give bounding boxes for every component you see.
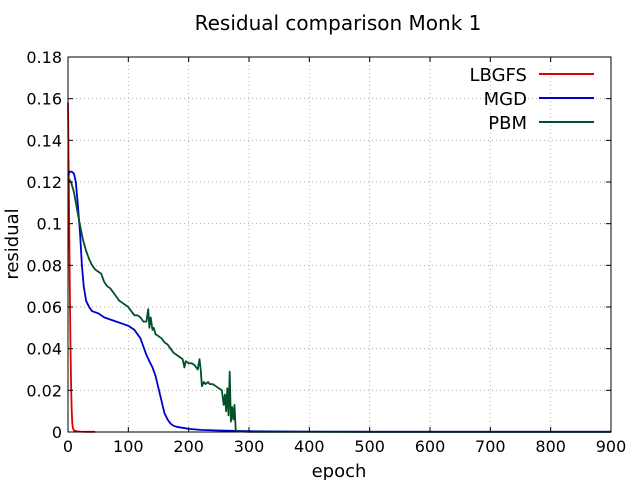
y-tick-label: 0.12 [26, 173, 62, 192]
y-tick-label: 0.02 [26, 381, 62, 400]
x-tick-label: 500 [354, 437, 385, 456]
y-tick-label: 0.08 [26, 256, 62, 275]
ticks: 0 100 200 300 400 500 600 700 800 900 0 0.02 0.04 0.0… [26, 48, 626, 456]
series-lines [67, 102, 611, 433]
y-tick-label: 0.06 [26, 298, 62, 317]
x-tick-label: 200 [173, 437, 204, 456]
y-tick-label: 0.16 [26, 90, 62, 109]
y-tick-label: 0.1 [37, 215, 62, 234]
chart-title: Residual comparison Monk 1 [195, 11, 482, 35]
x-tick-label: 700 [475, 437, 506, 456]
legend: LBGFS MGD PBM [470, 65, 594, 134]
y-axis-label: residual [2, 208, 23, 279]
legend-label: PBM [488, 113, 527, 134]
x-tick-label: 400 [294, 437, 325, 456]
x-tick-label: 100 [113, 437, 144, 456]
x-tick-label: 900 [596, 437, 627, 456]
series-line-mgd [67, 170, 611, 433]
x-tick-label: 0 [63, 437, 73, 456]
legend-label: MGD [484, 89, 527, 110]
legend-label: LBGFS [470, 65, 527, 86]
x-tick-label: 800 [535, 437, 566, 456]
x-tick-label: 300 [234, 437, 265, 456]
plot-frame [67, 56, 612, 433]
x-axis-label: epoch [312, 461, 367, 480]
grid [68, 57, 611, 432]
y-tick-label: 0.04 [26, 340, 62, 359]
x-tick-label: 600 [415, 437, 446, 456]
y-tick-label: 0.14 [26, 131, 62, 150]
y-tick-label: 0.18 [26, 48, 62, 67]
y-tick-label: 0 [52, 423, 62, 442]
series-line-pbm [67, 177, 611, 433]
